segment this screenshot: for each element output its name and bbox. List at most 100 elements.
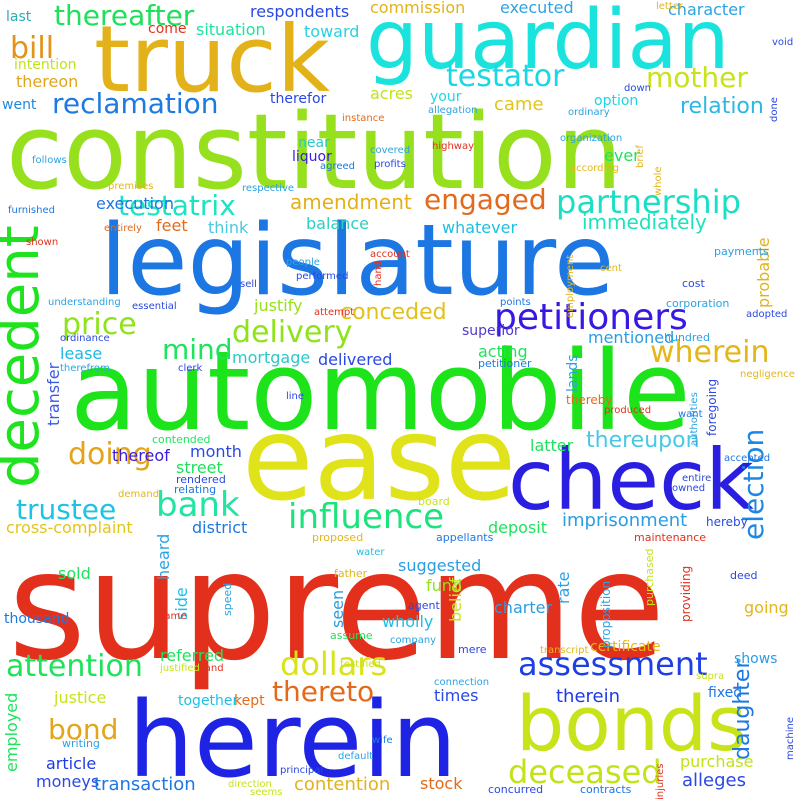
- cloud-word: delivered: [318, 350, 393, 369]
- cloud-word: clerk: [178, 363, 203, 374]
- cloud-word: supreme: [8, 520, 666, 694]
- cloud-word: kept: [234, 693, 265, 709]
- cloud-word: referred: [160, 646, 225, 665]
- cloud-word: rendered: [176, 473, 226, 486]
- cloud-word: thereto: [272, 675, 375, 708]
- cloud-word: engaged: [424, 183, 547, 216]
- cloud-word: board: [418, 495, 450, 508]
- cloud-word: petitioner: [478, 357, 532, 370]
- cloud-word: writing: [62, 737, 100, 750]
- cloud-word: produced: [604, 405, 652, 416]
- cloud-word: account: [370, 249, 410, 260]
- cloud-word: reclamation: [52, 87, 219, 120]
- cloud-word: maintenance: [634, 531, 707, 544]
- cloud-word: going: [744, 598, 789, 617]
- cloud-word: employed: [2, 692, 21, 772]
- cloud-word: concurred: [488, 783, 544, 796]
- cloud-word: fund: [426, 576, 463, 595]
- cloud-word: option: [594, 93, 639, 109]
- cloud-word: suggested: [398, 556, 482, 575]
- cloud-word: entirely: [104, 223, 142, 234]
- cloud-word: injuries: [655, 763, 666, 800]
- cloud-word: conceded: [340, 300, 447, 325]
- cloud-word: father: [334, 567, 368, 580]
- cloud-word: immediately: [582, 210, 707, 234]
- cloud-word: alleges: [682, 770, 746, 791]
- cloud-word: follows: [32, 155, 67, 166]
- cloud-word: thousand: [4, 611, 70, 627]
- cloud-word: bonds: [516, 679, 747, 768]
- cloud-word: decedent: [0, 225, 52, 488]
- cloud-word: covered: [370, 145, 411, 156]
- cloud-word: testatrix: [118, 189, 236, 222]
- cloud-word: amendment: [290, 190, 412, 214]
- cloud-word: come: [148, 21, 187, 37]
- cloud-word: thereon: [16, 72, 79, 91]
- cloud-word: bank: [156, 485, 240, 525]
- cloud-word: people: [286, 257, 320, 268]
- cloud-word: justified: [160, 663, 200, 674]
- cloud-word: company: [390, 635, 437, 646]
- cloud-word: seen: [328, 589, 347, 628]
- cloud-word: therefor: [270, 91, 327, 107]
- cloud-word: furnished: [8, 205, 55, 216]
- cloud-word: transaction: [94, 774, 196, 795]
- cloud-word: mentioned: [588, 328, 675, 347]
- cloud-word: execution: [96, 194, 174, 213]
- cloud-word: down: [624, 83, 651, 94]
- cloud-word: done: [769, 97, 780, 122]
- cloud-word: daughter: [730, 659, 755, 760]
- cloud-word: mortgage: [232, 348, 311, 367]
- cloud-word: seems: [250, 787, 283, 798]
- cloud-word: together: [178, 693, 239, 709]
- cloud-word: agreed: [320, 161, 356, 172]
- cloud-word: lease: [60, 344, 103, 363]
- cloud-word: your: [430, 89, 462, 105]
- cloud-word: deposit: [488, 518, 547, 537]
- cloud-word: wife: [372, 735, 393, 746]
- cloud-word: corporation: [666, 297, 730, 310]
- cloud-word: purchased: [643, 548, 656, 606]
- cloud-word: shown: [26, 237, 59, 248]
- cloud-word: ordinary: [568, 107, 610, 118]
- cloud-word: relating: [174, 483, 217, 496]
- cloud-word: thereafter: [54, 0, 195, 32]
- cloud-word: automobile: [70, 327, 691, 455]
- cloud-word: thereby: [566, 393, 613, 407]
- cloud-word: attempt: [314, 307, 355, 318]
- cloud-word: contention: [294, 774, 391, 795]
- cloud-word: guardian: [366, 0, 730, 88]
- cloud-word: testified: [340, 659, 381, 670]
- cloud-word: brief: [635, 145, 646, 168]
- cloud-word: feet: [156, 216, 188, 235]
- cloud-word: foregoing: [705, 378, 719, 436]
- cloud-word: contended: [152, 433, 211, 446]
- cloud-word: times: [434, 686, 479, 705]
- cloud-word: contracts: [580, 783, 632, 796]
- cloud-word: character: [668, 0, 745, 19]
- cloud-word: bond: [48, 713, 119, 746]
- cloud-word: near: [298, 135, 330, 151]
- cloud-word: employment: [565, 254, 576, 318]
- cloud-word: void: [772, 37, 794, 48]
- cloud-word: attention: [6, 649, 143, 684]
- cloud-word: herein: [128, 679, 458, 800]
- cloud-word: hereby: [706, 515, 748, 529]
- cloud-word: toward: [304, 22, 360, 41]
- cloud-word: executed: [500, 0, 574, 17]
- cloud-word: name: [158, 611, 187, 622]
- cloud-word: legislature: [100, 204, 615, 318]
- cloud-word: ever: [604, 146, 640, 165]
- cloud-word: wherein: [650, 335, 770, 370]
- cloud-word: moneys: [36, 772, 100, 791]
- cloud-word: article: [46, 754, 97, 773]
- cloud-word: stock: [420, 774, 463, 793]
- cloud-word: machine: [785, 717, 796, 760]
- cloud-word: according: [570, 163, 619, 174]
- cloud-word: charter: [494, 598, 553, 617]
- cloud-word: proposed: [312, 531, 364, 544]
- cloud-word: sold: [58, 564, 91, 583]
- cloud-word: situation: [196, 20, 266, 39]
- cloud-word: ease: [242, 392, 517, 527]
- cloud-word: cross-complaint: [6, 518, 133, 537]
